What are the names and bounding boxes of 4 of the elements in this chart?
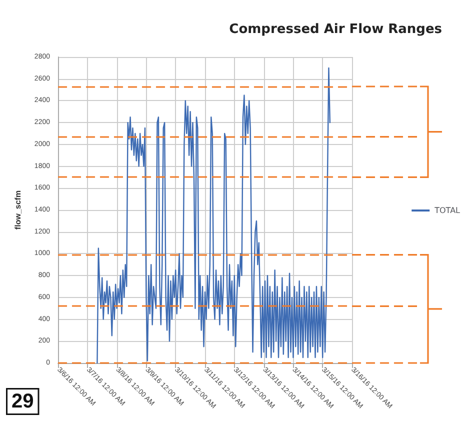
legend-label: TOTAL: [434, 206, 461, 215]
text: 29: [12, 390, 34, 412]
y-axis-title: flow_scfm: [14, 190, 22, 230]
chart-title: Compressed Air Flow Ranges: [229, 22, 442, 37]
